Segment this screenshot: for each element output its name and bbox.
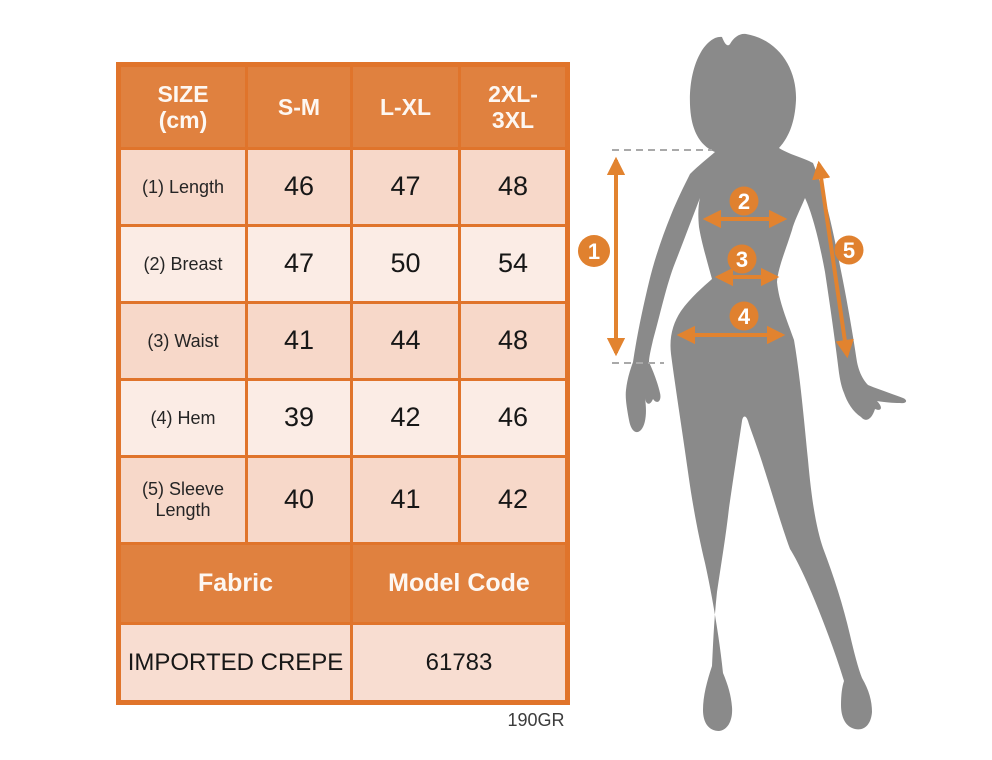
header-col-sm: S-M: [248, 67, 350, 147]
fabric-value: IMPORTED CREPE: [121, 625, 350, 700]
header-size-cm-label: SIZE (cm): [157, 80, 209, 133]
sleeve-arrow: [812, 160, 854, 359]
female-silhouette: [625, 33, 907, 731]
header-col-lxl: L-XL: [353, 67, 458, 147]
table-cell: 39: [248, 381, 350, 455]
svg-text:2: 2: [738, 189, 750, 214]
badge-2: 2: [729, 186, 759, 216]
table-cell: 54: [461, 227, 565, 301]
svg-text:4: 4: [738, 304, 751, 329]
header-col-2xl3xl: 2XL-3XL: [461, 67, 565, 147]
row-breast-label: (2) Breast: [121, 227, 245, 301]
row-hem-label: (4) Hem: [121, 381, 245, 455]
table-cell: 40: [248, 458, 350, 542]
weight-note: 190GR: [507, 710, 565, 730]
svg-text:3: 3: [736, 247, 748, 272]
header-size-cm: SIZE (cm): [121, 67, 245, 147]
model-code-value: 61783: [353, 625, 565, 700]
row-sleeve-length-label: (5) Sleeve Length: [121, 458, 245, 542]
table-cell: 46: [248, 150, 350, 224]
body-measurement-diagram: 1 2 3 4 5: [578, 33, 907, 731]
table-cell: 48: [461, 304, 565, 378]
table-cell: 41: [248, 304, 350, 378]
table-cell: 47: [248, 227, 350, 301]
badge-3: 3: [727, 244, 757, 274]
table-cell: 42: [461, 458, 565, 542]
row-waist-label: (3) Waist: [121, 304, 245, 378]
badge-5: 5: [834, 235, 864, 265]
table-cell: 44: [353, 304, 458, 378]
table-cell: 47: [353, 150, 458, 224]
model-code-header: Model Code: [353, 545, 565, 622]
table-cell: 41: [353, 458, 458, 542]
row-length-label: (1) Length: [121, 150, 245, 224]
svg-text:5: 5: [843, 238, 855, 263]
svg-text:1: 1: [588, 239, 600, 264]
table-cell: 50: [353, 227, 458, 301]
table-cell: 48: [461, 150, 565, 224]
badge-1: 1: [578, 235, 610, 267]
size-table: SIZE (cm) S-M L-XL 2XL-3XL (1) Length 46…: [116, 62, 570, 705]
fabric-header: Fabric: [121, 545, 350, 622]
badge-4: 4: [729, 301, 759, 331]
table-cell: 42: [353, 381, 458, 455]
table-cell: 46: [461, 381, 565, 455]
